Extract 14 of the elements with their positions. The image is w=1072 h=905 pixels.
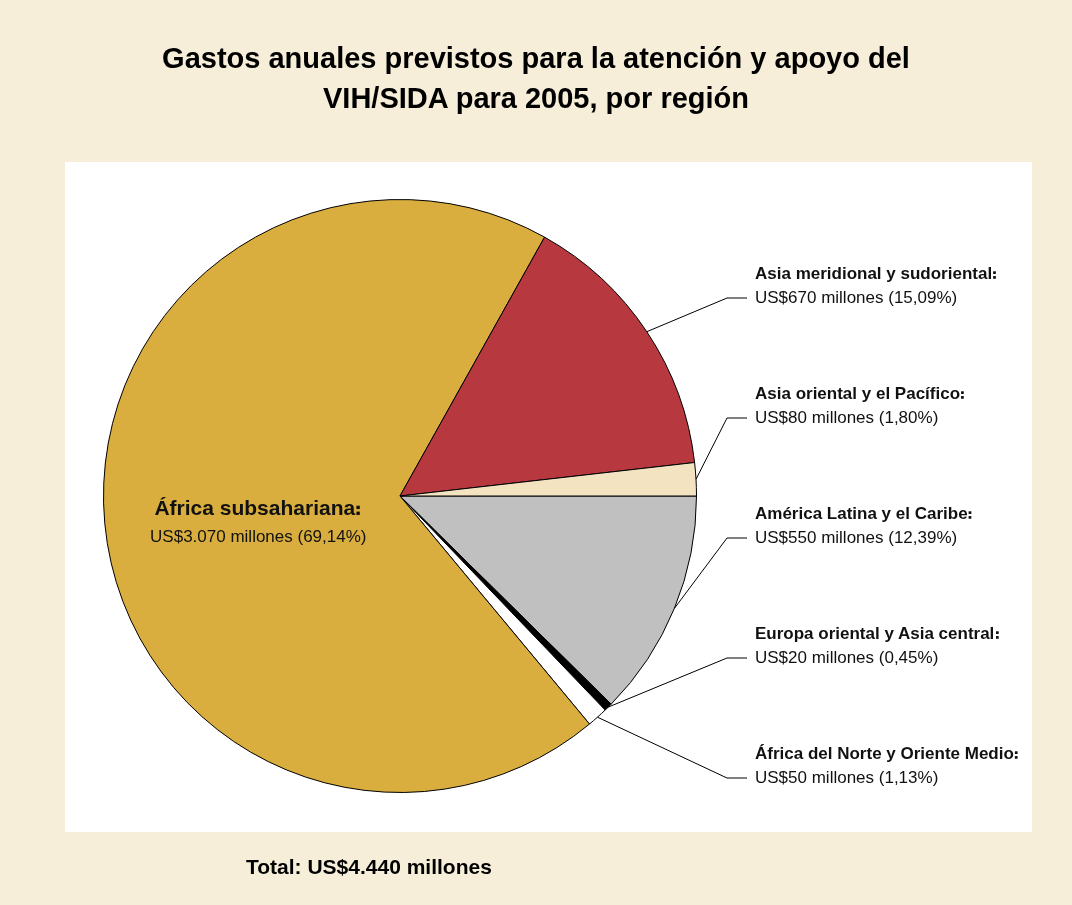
slice-label: Asia oriental y el Pacífico xyxy=(755,383,961,403)
data-label: US$3.070 millones (69,14%) xyxy=(150,526,367,546)
data-label: US$670 millones (15,09%) xyxy=(755,287,958,307)
data-label: US$20 millones (0,45%) xyxy=(755,647,939,667)
data-label: US$550 millones (12,39%) xyxy=(755,527,958,547)
data-label: US$50 millones (1,13%) xyxy=(755,767,939,787)
chart-title: Gastos anuales previstos para la atención y apoyo del VIH/SIDA para 2005, por región xyxy=(161,41,911,116)
slice-label: Europa oriental y Asia central xyxy=(755,623,995,643)
slice-label: América Latina y el Caribe xyxy=(755,503,968,523)
text: Total: US$4.440 millones xyxy=(246,855,492,879)
slice-label: África subsahariana xyxy=(154,495,356,519)
slice-label: África del Norte y Oriente Medio xyxy=(755,743,1014,763)
slice-label: Asia meridional y sudoriental xyxy=(755,263,993,283)
data-label: US$80 millones (1,80%) xyxy=(755,407,939,427)
